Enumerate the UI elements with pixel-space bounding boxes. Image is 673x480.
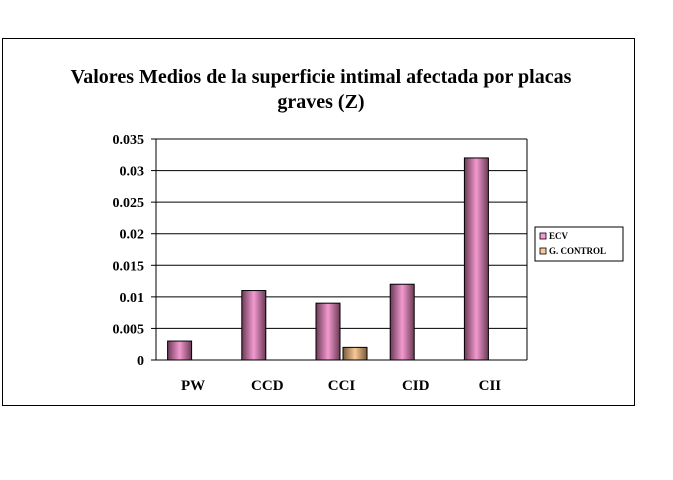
y-tick-label: 0.035 <box>113 133 145 148</box>
y-tick-label: 0 <box>137 354 144 369</box>
y-tick-label: 0.01 <box>120 291 145 306</box>
legend: ECV G. CONTROL <box>534 226 624 262</box>
chart-title-line-1: Valores Medios de la superficie intimal … <box>71 66 572 88</box>
x-category-label: CII <box>479 378 502 394</box>
legend-swatch-g-control <box>539 247 547 255</box>
bar-g-control-cci <box>342 346 368 361</box>
y-tick-label: 0.025 <box>113 196 145 211</box>
legend-label-ecv: ECV <box>549 231 569 241</box>
bar-ecv-cid <box>389 283 415 361</box>
chart-title-line-2: graves (Z) <box>277 91 364 113</box>
bars <box>167 157 489 361</box>
x-category-label: PW <box>181 378 205 394</box>
y-tick-labels: 0 0.005 0.01 0.015 0.02 0.025 0.03 0.035 <box>113 133 156 369</box>
legend-label-g-control: G. CONTROL <box>549 246 606 256</box>
bar-ecv-ccd <box>241 290 267 361</box>
x-category-label: CID <box>402 378 430 394</box>
legend-swatch-ecv <box>539 232 547 240</box>
axes <box>155 139 528 361</box>
x-category-label: CCD <box>251 378 284 394</box>
y-tick-label: 0.005 <box>113 322 145 337</box>
bar-ecv-cci <box>315 302 341 361</box>
y-tick-label: 0.02 <box>120 228 145 243</box>
bar-chart: Valores Medios de la superficie intimal … <box>71 66 624 394</box>
x-category-label: CCI <box>328 378 356 394</box>
legend-box <box>534 226 624 262</box>
chart-frame: Valores Medios de la superficie intimal … <box>2 38 635 406</box>
y-tick-label: 0.015 <box>113 259 145 274</box>
x-category-labels: PW CCD CCI CID CII <box>181 378 501 394</box>
y-tick-label: 0.03 <box>120 165 145 180</box>
bar-ecv-pw <box>167 340 193 361</box>
gridlines <box>156 138 527 361</box>
bar-ecv-cii <box>463 157 489 361</box>
